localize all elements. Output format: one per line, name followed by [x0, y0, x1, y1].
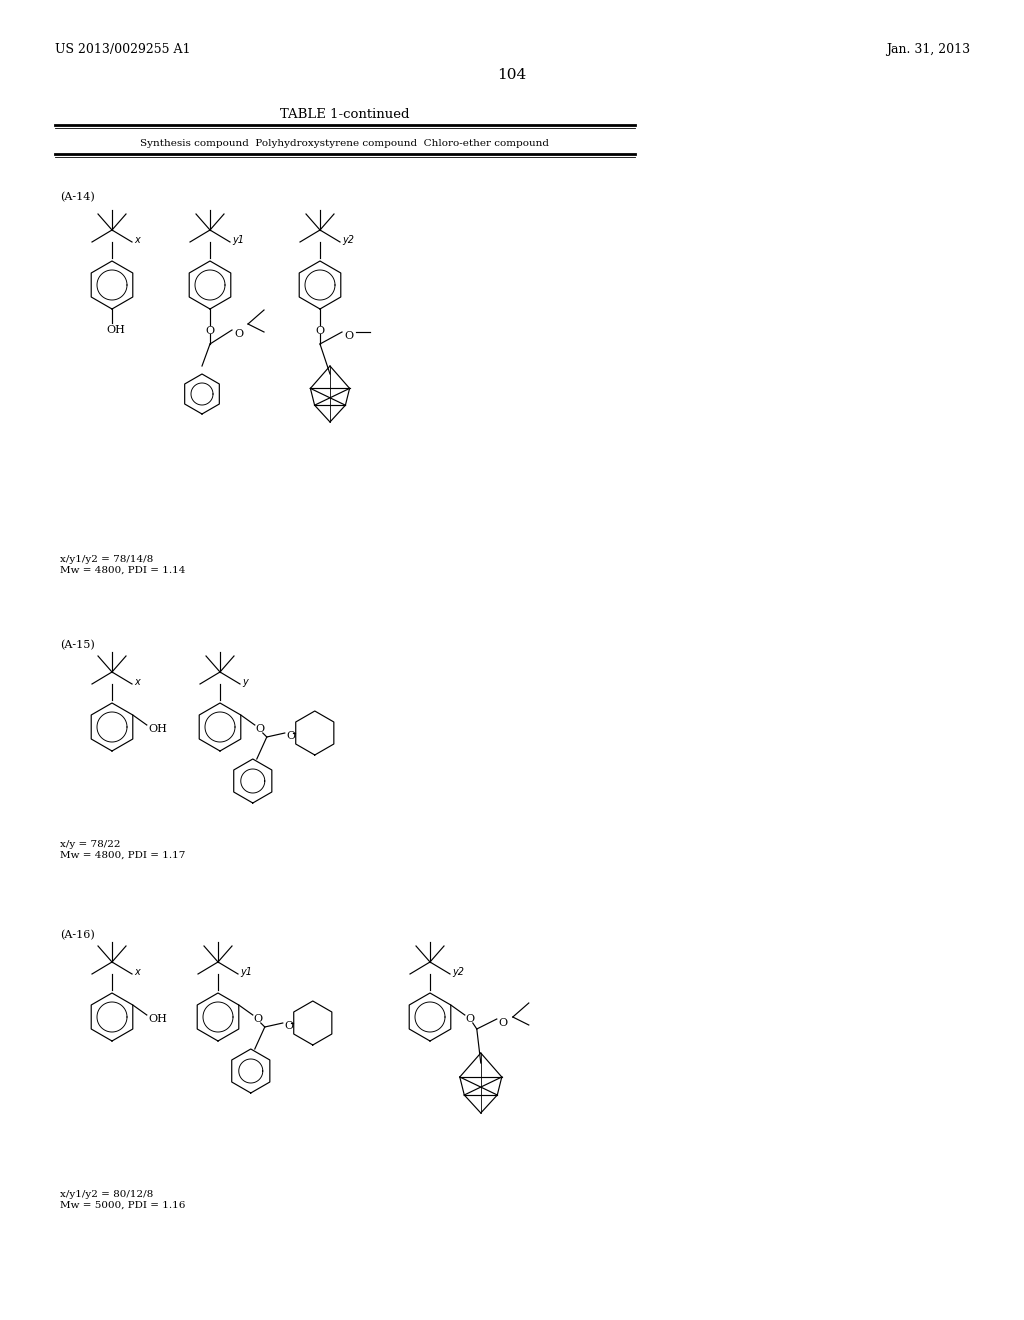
Text: (A-15): (A-15)	[60, 640, 95, 651]
Text: O: O	[344, 331, 353, 341]
Text: y2: y2	[452, 968, 464, 977]
Text: O: O	[287, 731, 296, 741]
Text: x: x	[134, 677, 139, 686]
Text: O: O	[256, 723, 265, 734]
Text: x: x	[134, 235, 139, 246]
Text: O: O	[254, 1014, 263, 1024]
Text: y1: y1	[240, 968, 252, 977]
Text: x/y = 78/22
Mw = 4800, PDI = 1.17: x/y = 78/22 Mw = 4800, PDI = 1.17	[60, 840, 185, 859]
Text: x/y1/y2 = 78/14/8
Mw = 4800, PDI = 1.14: x/y1/y2 = 78/14/8 Mw = 4800, PDI = 1.14	[60, 554, 185, 574]
Text: US 2013/0029255 A1: US 2013/0029255 A1	[55, 44, 190, 57]
Text: y1: y1	[232, 235, 244, 246]
Text: Jan. 31, 2013: Jan. 31, 2013	[886, 44, 970, 57]
Text: y2: y2	[342, 235, 354, 246]
Text: (A-16): (A-16)	[60, 931, 95, 940]
Text: (A-14): (A-14)	[60, 191, 95, 202]
Text: x: x	[134, 968, 139, 977]
Text: OH: OH	[106, 325, 125, 335]
Text: O: O	[205, 326, 214, 337]
Text: O: O	[499, 1018, 508, 1028]
Text: x/y1/y2 = 80/12/8
Mw = 5000, PDI = 1.16: x/y1/y2 = 80/12/8 Mw = 5000, PDI = 1.16	[60, 1191, 185, 1209]
Text: 104: 104	[498, 69, 526, 82]
Text: OH: OH	[148, 723, 168, 734]
Text: O: O	[466, 1014, 475, 1024]
Text: O: O	[315, 326, 325, 337]
Text: OH: OH	[148, 1014, 168, 1024]
Text: y: y	[242, 677, 248, 686]
Text: TABLE 1-continued: TABLE 1-continued	[281, 108, 410, 121]
Text: O: O	[234, 329, 243, 339]
Text: O: O	[285, 1020, 294, 1031]
Text: Synthesis compound  Polyhydroxystyrene compound  Chloro-ether compound: Synthesis compound Polyhydroxystyrene co…	[140, 140, 550, 149]
